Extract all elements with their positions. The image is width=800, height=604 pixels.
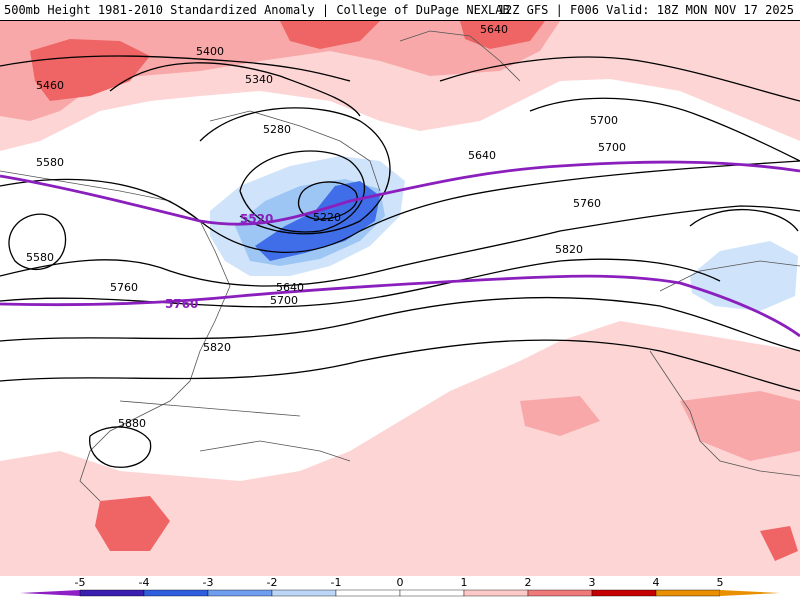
coastlines: [0, 30, 800, 502]
contour-label: 5640: [468, 149, 496, 162]
header-bar: 500mb Height 1981-2010 Standardized Anom…: [0, 0, 800, 21]
contour-label: 5880: [118, 417, 146, 430]
colorbar-segment: [207, 589, 273, 597]
contour-label: 5700: [598, 141, 626, 154]
positive-anomaly-region: [760, 526, 798, 561]
positive-anomaly-region: [0, 21, 560, 121]
colorbar-segment: [591, 589, 657, 597]
positive-anomaly-region: [95, 496, 170, 551]
colorbar-segment: [399, 589, 465, 597]
colorbar-tick-label: 3: [589, 576, 596, 589]
negative-anomaly-region: [690, 241, 798, 311]
contour-label: 5640: [480, 23, 508, 36]
contour-label: 5760: [110, 281, 138, 294]
colorbar-canvas: -5 -4 -3 -2 -1 0 1 2 3 4 5: [20, 576, 780, 597]
contour-label: 5460: [36, 79, 64, 92]
colorbar-tick-label: -1: [331, 576, 342, 589]
highlight-contours: [0, 160, 800, 338]
contour-label: 5220: [313, 211, 341, 224]
highlight-contour-label: 5760: [165, 297, 198, 311]
positive-anomaly-region: [280, 21, 380, 49]
contour-label: 5580: [36, 156, 64, 169]
colorbar-tick-label: -2: [267, 576, 278, 589]
colorbar-tick-label: 4: [653, 576, 660, 589]
colorbar-segment: [463, 589, 529, 597]
colorbar-segment: [527, 589, 593, 597]
contour-label: 5700: [270, 294, 298, 307]
contour-label: 5400: [196, 45, 224, 58]
contour-label-group: 5400 5460 5340 5280 5640 5700 5580 5640 …: [26, 23, 626, 430]
positive-anomaly-region: [680, 391, 800, 461]
colorbar-right-cap: [720, 590, 780, 596]
contour-label: 5820: [203, 341, 231, 354]
colorbar-tick-label: -4: [139, 576, 150, 589]
colorbar-segment: [655, 589, 721, 597]
contour-label: 5280: [263, 123, 291, 136]
colorbar-segment: [271, 589, 337, 597]
contour-label: 5700: [590, 114, 618, 127]
colorbar-segment: [143, 589, 209, 597]
highlight-contour-label: 5520: [240, 212, 273, 226]
colorbar-tick-label: 2: [525, 576, 532, 589]
model-valid-time: 12Z GFS | F006 Valid: 18Z MON NOV 17 202…: [497, 3, 794, 17]
colorbar-tick-label: 5: [717, 576, 724, 589]
contour-label: 5760: [573, 197, 601, 210]
positive-anomaly-region: [30, 39, 150, 101]
colorbar-tick-label: 1: [461, 576, 468, 589]
anomaly-colorbar: -5 -4 -3 -2 -1 0 1 2 3 4 5: [0, 576, 800, 600]
colorbar-segment: [335, 589, 401, 597]
positive-anomaly-region: [520, 396, 600, 436]
weather-map: 5400 5460 5340 5280 5640 5700 5580 5640 …: [0, 21, 800, 576]
contour-label: 5340: [245, 73, 273, 86]
map-canvas: 5400 5460 5340 5280 5640 5700 5580 5640 …: [0, 21, 800, 576]
map-title: 500mb Height 1981-2010 Standardized Anom…: [4, 3, 510, 17]
positive-anomaly-region: [460, 21, 545, 49]
colorbar-segment: [79, 589, 145, 597]
contour-label: 5640: [276, 281, 304, 294]
positive-anomaly-region: [0, 321, 800, 576]
colorbar-tick-label: -3: [203, 576, 214, 589]
contour-label: 5580: [26, 251, 54, 264]
height-contours: [0, 55, 800, 468]
colorbar-tick-label: -5: [75, 576, 86, 589]
contour-label: 5820: [555, 243, 583, 256]
colorbar-left-cap: [20, 590, 80, 596]
colorbar-tick-label: 0: [397, 576, 404, 589]
